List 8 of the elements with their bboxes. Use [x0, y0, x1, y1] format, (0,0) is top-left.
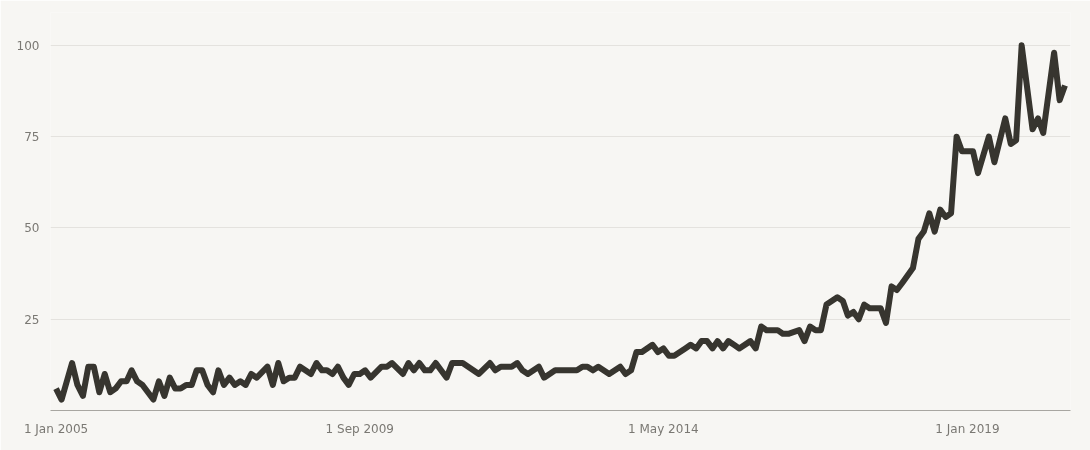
y-tick-label: 75: [24, 130, 40, 145]
y-tick-label: 50: [24, 221, 40, 236]
y-tick-label: 25: [24, 312, 40, 327]
x-tick-label: 1 Sep 2009: [325, 421, 394, 436]
y-tick-label: 100: [16, 38, 40, 53]
x-tick-label: 1 Jan 2005: [23, 421, 89, 436]
x-tick-label: 1 Jan 2019: [935, 421, 1000, 436]
x-tick-label: 1 May 2014: [628, 421, 699, 436]
